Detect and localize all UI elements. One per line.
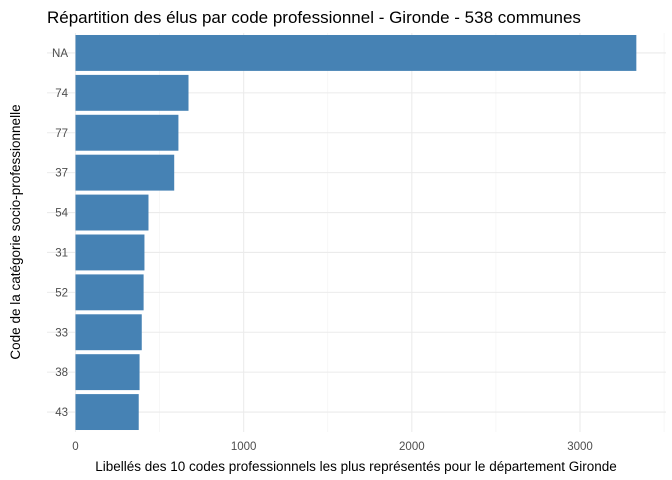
x-tick-labels: 0 1000 2000 3000 bbox=[72, 441, 593, 453]
y-tick-label: 77 bbox=[55, 128, 68, 140]
bar-43 bbox=[75, 394, 139, 431]
chart-title: Répartition des élus par code profession… bbox=[47, 8, 581, 27]
bar-52 bbox=[75, 274, 144, 311]
y-tick-label: 52 bbox=[55, 287, 68, 299]
bar-74 bbox=[75, 74, 189, 111]
y-tick-label: NA bbox=[52, 48, 68, 60]
x-axis-title: Libellés des 10 codes professionnels les… bbox=[95, 459, 617, 474]
x-tick-label: 3000 bbox=[567, 441, 593, 453]
y-tick-label: 33 bbox=[55, 327, 68, 339]
y-tick-label: 74 bbox=[55, 88, 68, 100]
bar-77 bbox=[75, 114, 179, 151]
x-tick-label: 2000 bbox=[399, 441, 425, 453]
bar-54 bbox=[75, 194, 149, 231]
x-tick-label: 1000 bbox=[231, 441, 257, 453]
y-tick-label: 38 bbox=[55, 367, 68, 379]
bar-31 bbox=[75, 234, 145, 271]
y-tick-label: 37 bbox=[55, 168, 68, 180]
bar-37 bbox=[75, 154, 175, 191]
bar-33 bbox=[75, 314, 142, 351]
y-tick-label: 54 bbox=[55, 208, 68, 220]
x-tick-label: 0 bbox=[72, 441, 78, 453]
bar-38 bbox=[75, 354, 140, 391]
y-tick-labels: NA 74 77 37 54 31 52 33 38 43 bbox=[52, 48, 69, 419]
y-axis-title: Code de la catégorie socio-professionnel… bbox=[8, 104, 23, 359]
y-tick-label: 31 bbox=[55, 247, 68, 259]
y-tick-label: 43 bbox=[55, 407, 68, 419]
bars bbox=[75, 34, 637, 431]
bar-NA bbox=[75, 34, 637, 71]
